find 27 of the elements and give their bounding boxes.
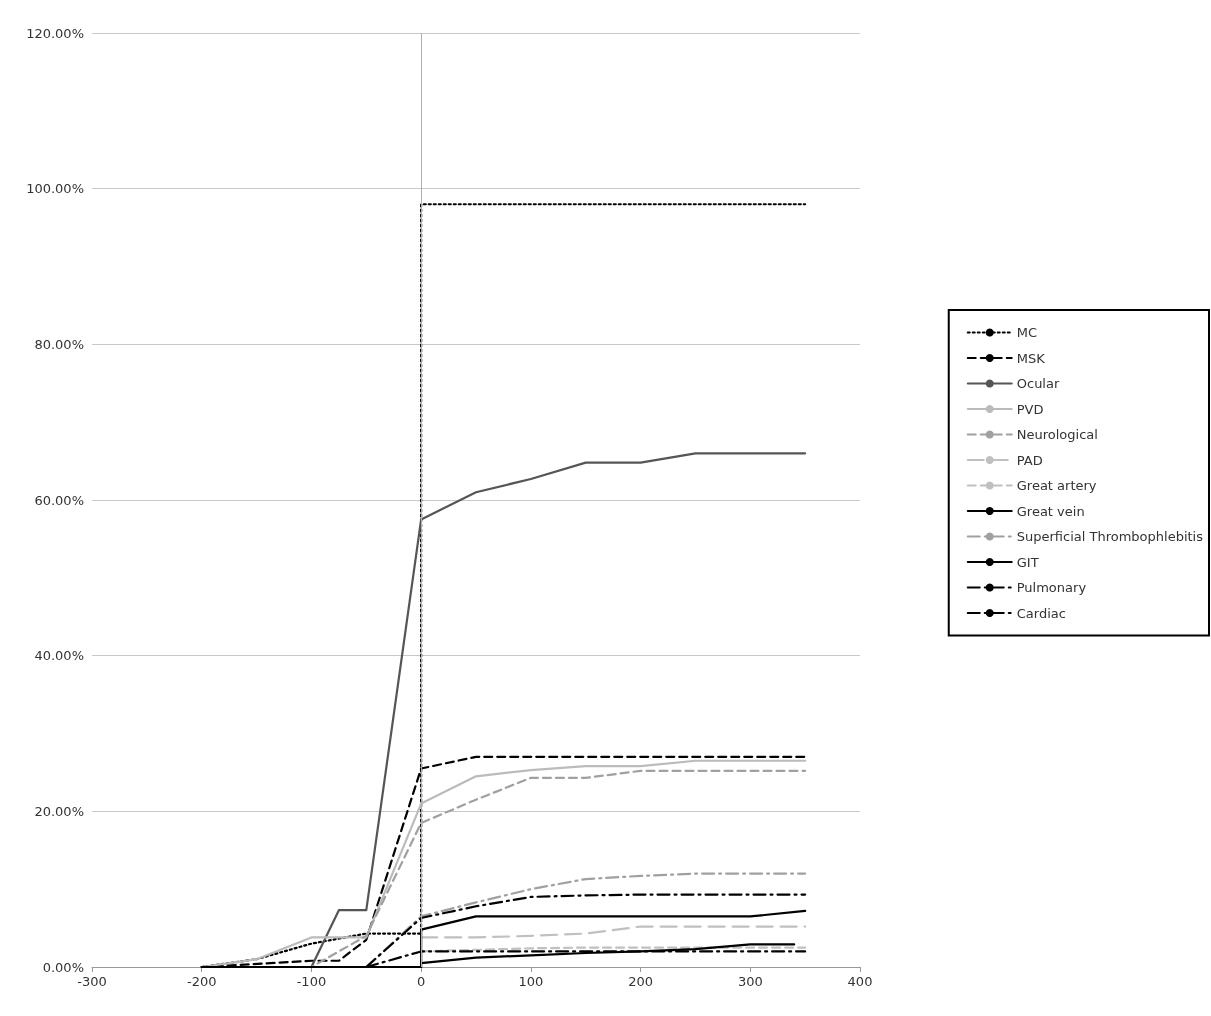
- legend-label: Great artery: [1016, 478, 1097, 493]
- x-tick-label: 0: [417, 974, 426, 989]
- y-tick-label: 80.00%: [34, 336, 84, 352]
- legend-label: Neurological: [1016, 427, 1098, 442]
- legend-label: PVD: [1016, 401, 1044, 417]
- y-tick-label: 100.00%: [26, 181, 84, 197]
- legend-label: GIT: [1016, 554, 1039, 570]
- y-tick-label: 20.00%: [34, 803, 84, 819]
- y-tick-label: 0.00%: [42, 959, 84, 975]
- legend-label: Great vein: [1016, 503, 1085, 519]
- x-tick-label: -300: [77, 974, 107, 989]
- y-tick-label: 40.00%: [34, 648, 84, 664]
- legend-label: Pulmonary: [1016, 580, 1087, 595]
- x-tick-label: 100: [518, 974, 544, 989]
- x-tick-label: 300: [737, 974, 763, 989]
- y-tick-label: 120.00%: [26, 25, 84, 41]
- legend-label: PAD: [1016, 452, 1043, 468]
- x-tick-label: -200: [186, 974, 217, 989]
- legend-label: Ocular: [1016, 376, 1060, 391]
- x-tick-label: 200: [628, 974, 653, 989]
- legend-label: MC: [1016, 325, 1038, 340]
- legend-label: Cardiac: [1016, 605, 1066, 621]
- x-tick-label: 400: [847, 974, 873, 989]
- y-tick-label: 60.00%: [34, 492, 84, 508]
- legend-label: MSK: [1016, 350, 1046, 366]
- legend-label: Superficial Thrombophlebitis: [1016, 529, 1204, 544]
- x-tick-label: -100: [296, 974, 327, 989]
